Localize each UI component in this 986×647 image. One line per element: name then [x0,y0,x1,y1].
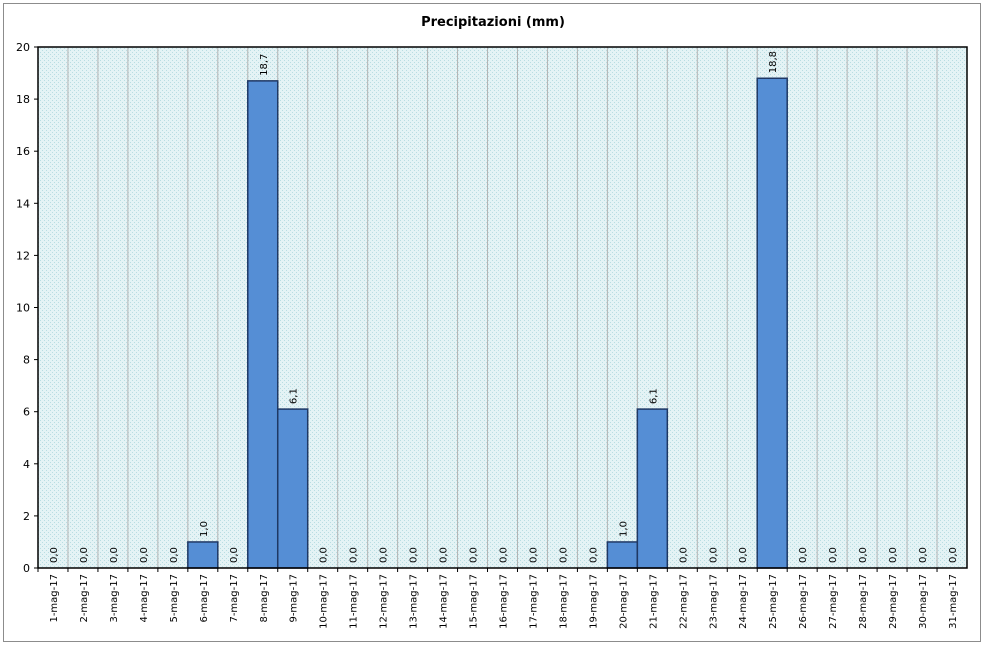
x-tick-label: 22-mag-17 [678,574,689,629]
y-tick-label: 14 [16,197,30,210]
y-tick-label: 10 [16,302,30,315]
data-label: 0,0 [139,547,150,563]
data-label: 1,0 [618,521,629,537]
plot-area [38,47,967,568]
data-label: 6,1 [289,388,300,404]
data-label: 0,0 [379,547,390,563]
x-tick-label: 24-mag-17 [738,574,749,629]
x-tick-label: 20-mag-17 [618,574,629,629]
x-tick-label: 30-mag-17 [918,574,929,629]
data-label: 0,0 [858,547,869,563]
x-tick-label: 15-mag-17 [469,574,480,629]
x-tick-label: 5-mag-17 [169,574,180,623]
x-tick-label: 4-mag-17 [139,574,150,623]
y-tick-label: 16 [16,145,30,158]
x-tick-label: 8-mag-17 [259,574,270,623]
x-tick-label: 10-mag-17 [319,574,330,629]
x-tick-label: 27-mag-17 [828,574,839,629]
bar [606,541,639,569]
x-tick-label: 3-mag-17 [109,574,120,623]
x-tick-label: 16-mag-17 [499,574,510,629]
data-label: 0,0 [79,547,90,563]
data-label: 0,0 [49,547,60,563]
data-label: 0,0 [169,547,180,563]
data-label: 0,0 [948,547,959,563]
data-label: 0,0 [918,547,929,563]
x-tick-label: 21-mag-17 [648,574,659,629]
x-tick-label: 14-mag-17 [439,574,450,629]
data-label: 0,0 [499,547,510,563]
data-label: 0,0 [349,547,360,563]
y-tick-label: 2 [23,510,30,523]
data-label: 0,0 [229,547,240,563]
data-label: 1,0 [199,521,210,537]
data-label: 0,0 [439,547,450,563]
chart-title: Precipitazioni (mm) [421,15,565,30]
data-label: 0,0 [319,547,330,563]
x-tick-label: 12-mag-17 [379,574,390,629]
data-label: 0,0 [798,547,809,563]
x-tick-label: 13-mag-17 [409,574,420,629]
bar [247,80,279,569]
x-tick-label: 7-mag-17 [229,574,240,623]
data-label: 6,1 [648,388,659,404]
x-tick-label: 1-mag-17 [49,574,60,623]
bar [636,408,669,569]
x-tick-label: 11-mag-17 [349,574,360,629]
bar [276,408,309,569]
y-tick-label: 0 [23,562,30,575]
data-label: 18,8 [768,51,779,73]
x-tick-label: 26-mag-17 [798,574,809,629]
x-tick-label: 19-mag-17 [588,574,599,629]
plot-border [37,46,968,569]
x-tick-label: 9-mag-17 [289,574,300,623]
data-label: 0,0 [528,547,539,563]
x-tick-label: 23-mag-17 [708,574,719,629]
data-label: 0,0 [738,547,749,563]
data-label: 18,7 [259,54,270,76]
bar [756,77,788,569]
bar [187,541,219,569]
data-label: 0,0 [708,547,719,563]
data-label: 0,0 [678,547,689,563]
y-tick-label: 4 [23,458,30,471]
x-tick-label: 2-mag-17 [79,574,90,623]
y-tick-label: 12 [16,249,30,262]
data-label: 0,0 [588,547,599,563]
x-tick-label: 29-mag-17 [888,574,899,629]
y-tick-label: 8 [23,354,30,367]
x-tick-label: 17-mag-17 [528,574,539,629]
x-tick-label: 6-mag-17 [199,574,210,623]
x-tick-label: 31-mag-17 [948,574,959,629]
y-tick-label: 18 [16,93,30,106]
data-label: 0,0 [469,547,480,563]
data-label: 0,0 [828,547,839,563]
y-tick-label: 20 [16,41,30,54]
x-tick-label: 25-mag-17 [768,574,779,629]
data-label: 0,0 [409,547,420,563]
data-label: 0,0 [109,547,120,563]
x-tick-label: 28-mag-17 [858,574,869,629]
data-label: 0,0 [558,547,569,563]
x-tick-label: 18-mag-17 [558,574,569,629]
data-label: 0,0 [888,547,899,563]
y-tick-label: 6 [23,406,30,419]
